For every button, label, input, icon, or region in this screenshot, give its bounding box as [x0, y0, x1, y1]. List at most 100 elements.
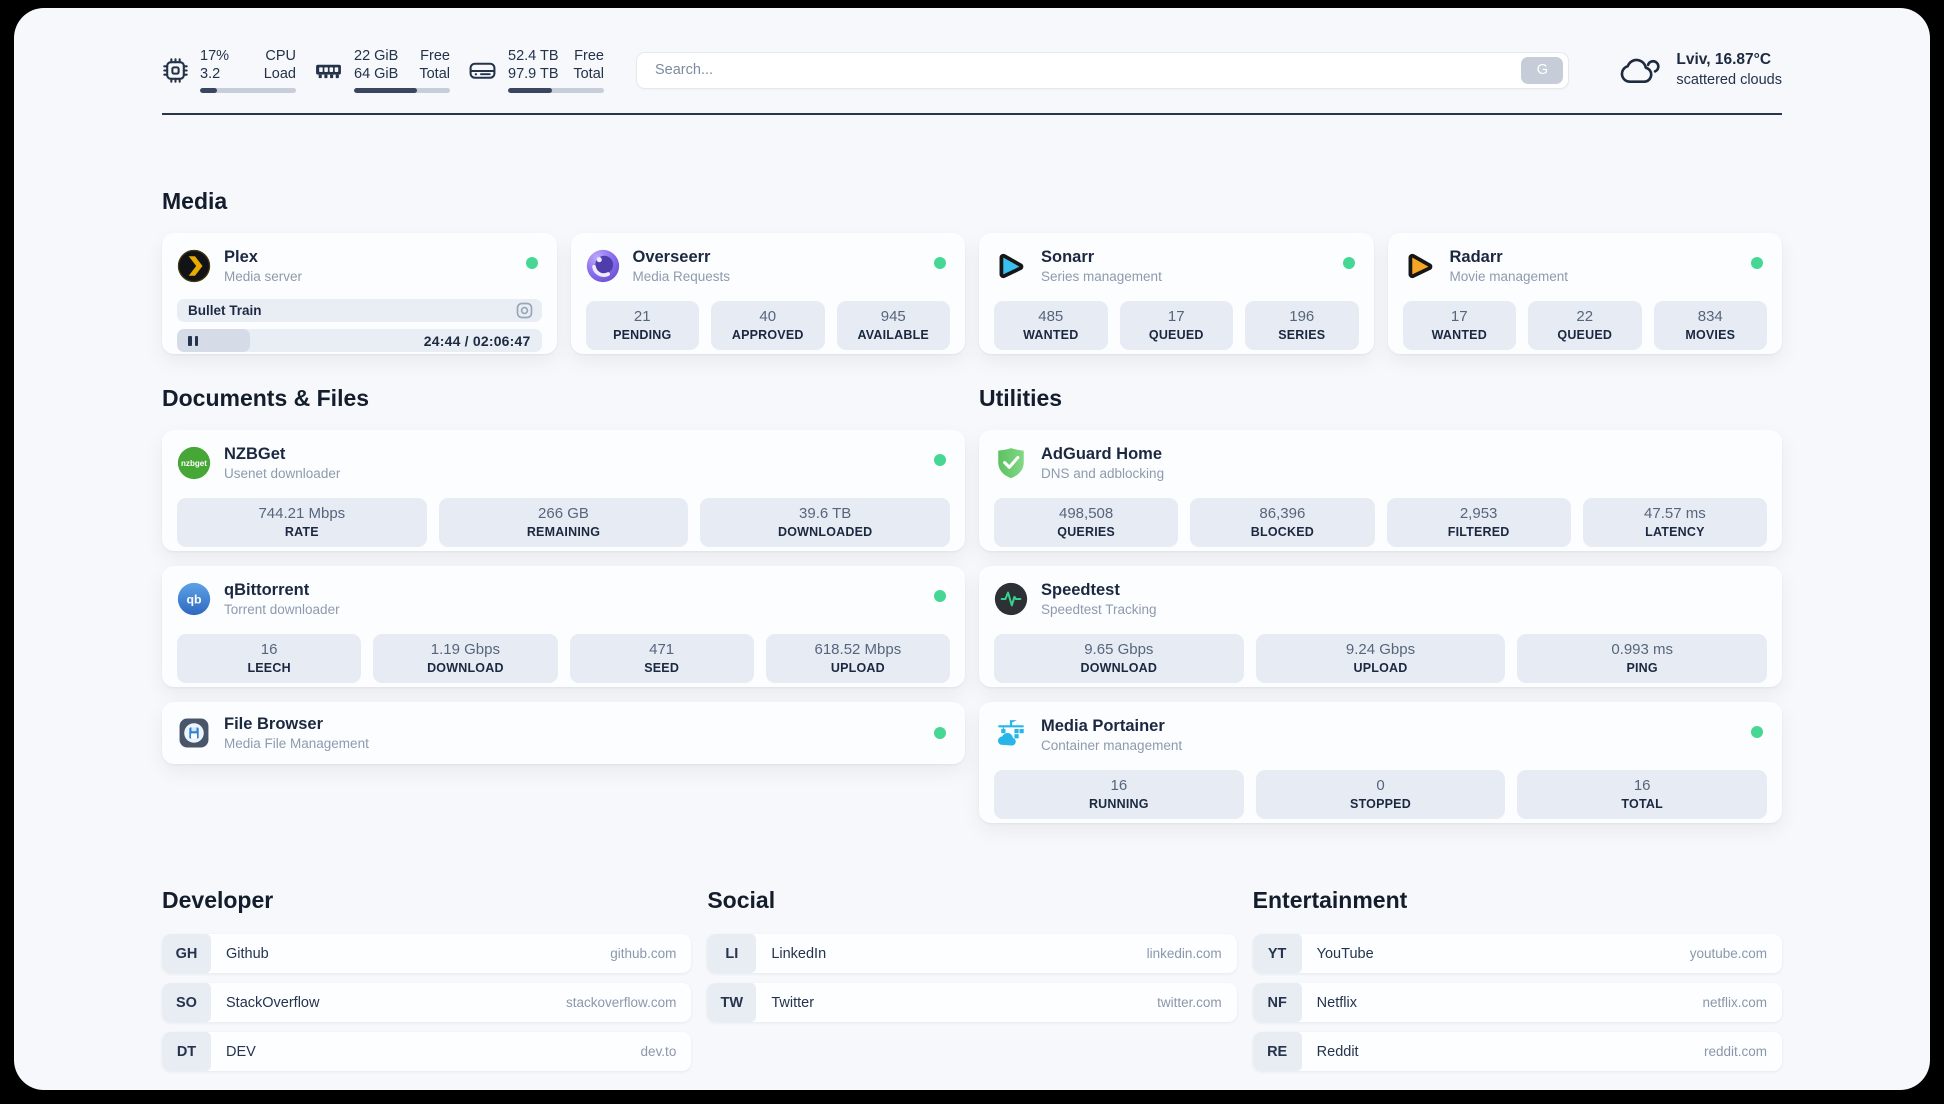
section-media: Media Plex Media server [162, 187, 1782, 354]
section-documents: Documents & Files nzbget NZBGet U [162, 384, 965, 764]
app-name: Speedtest [1041, 581, 1120, 599]
portainer-icon [994, 718, 1028, 752]
stat-label: QUEUED [1557, 328, 1613, 342]
cloud-icon [1618, 53, 1663, 88]
pause-icon [188, 335, 198, 346]
bookmark-netflix[interactable]: NF Netflix netflix.com [1252, 983, 1782, 1022]
stat-value: 17 [1167, 308, 1185, 325]
app-description: Media Requests [632, 269, 731, 284]
stat-rate: 744.21 Mbps RATE [177, 498, 427, 547]
bookmark-abbr: RE [1252, 1032, 1302, 1071]
stat-value: 21 [633, 308, 651, 325]
bookmark-reddit[interactable]: RE Reddit reddit.com [1252, 1032, 1782, 1071]
bookmark-name: YouTube [1316, 945, 1374, 962]
disk-progress-bar [508, 88, 604, 93]
app-description: Media server [224, 269, 303, 284]
stat-value: 618.52 Mbps [814, 641, 902, 658]
app-name: qBittorrent [224, 581, 310, 599]
app-card-portainer[interactable]: Media Portainer Container management 16 … [979, 702, 1782, 823]
app-card-radarr[interactable]: Radarr Movie management 17 WANTED 22 QUE… [1387, 233, 1782, 354]
now-playing-title: Bullet Train [188, 303, 262, 318]
svg-text:qb: qb [186, 593, 202, 607]
entertainment-bookmark-list: YT YouTube youtube.com NF Netflix netfli… [1252, 934, 1782, 1071]
stat-label: PENDING [613, 328, 672, 342]
app-name: Plex [224, 248, 258, 266]
stat-series: 196 SERIES [1245, 301, 1359, 350]
bookmark-abbr: SO [162, 983, 211, 1022]
stat-filtered: 2,953 FILTERED [1386, 498, 1571, 547]
bookmark-url: youtube.com [1689, 946, 1767, 961]
stat-available: 945 AVAILABLE [836, 301, 950, 350]
app-description: Media File Management [224, 736, 369, 751]
stat-label: UPLOAD [1353, 661, 1408, 675]
speedtest-icon [994, 582, 1028, 616]
disk-labels: Free Total [573, 48, 604, 82]
stat-value: 196 [1289, 308, 1315, 325]
bookmark-dev[interactable]: DT DEV dev.to [162, 1032, 692, 1071]
speedtest-card-text: Speedtest Speedtest Tracking [1041, 580, 1157, 618]
search-engine-button[interactable]: G [1521, 56, 1564, 84]
stat-label: SEED [644, 661, 680, 675]
stat-label: AVAILABLE [857, 328, 929, 342]
svg-text:nzbget: nzbget [181, 459, 207, 468]
weather-widget[interactable]: Lviv, 16.87°C scattered clouds [1618, 50, 1782, 90]
stat-value: 834 [1697, 308, 1723, 325]
weather-text: Lviv, 16.87°C scattered clouds [1676, 50, 1782, 90]
stat-upload: 618.52 Mbps UPLOAD [765, 634, 950, 683]
bookmark-youtube[interactable]: YT YouTube youtube.com [1252, 934, 1782, 973]
stat-value: 1.19 Gbps [430, 641, 500, 658]
bookmark-linkedin[interactable]: LI LinkedIn linkedin.com [707, 934, 1237, 973]
stat-value: 16 [260, 641, 278, 658]
app-card-nzbget[interactable]: nzbget NZBGet Usenet downloader 744.21 M… [162, 430, 965, 551]
stat-download: 9.65 Gbps DOWNLOAD [994, 634, 1244, 683]
app-card-overseerr[interactable]: Overseerr Media Requests 21 PENDING 40 A… [570, 233, 965, 354]
stat-wanted: 17 WANTED [1402, 301, 1516, 350]
status-dot [525, 257, 538, 269]
status-dot [934, 454, 946, 466]
playback-progress-fill [177, 329, 250, 352]
cpu-icon [162, 57, 189, 84]
bookmark-abbr: YT [1252, 934, 1302, 973]
nzbget-card-text: NZBGet Usenet downloader [224, 444, 340, 482]
stat-label: PING [1626, 661, 1658, 675]
filebrowser-card-text: File Browser Media File Management [224, 714, 369, 752]
sonarr-card-text: Sonarr Series management [1041, 247, 1162, 285]
app-card-qbittorrent[interactable]: qb qBittorrent Torrent downloader 16 LEE… [162, 566, 965, 687]
view-media-icon[interactable] [516, 302, 533, 319]
social-bookmark-list: LI LinkedIn linkedin.com TW Twitter twit… [707, 934, 1237, 1022]
search-input[interactable] [653, 61, 1522, 79]
section-title-social: Social [707, 887, 776, 913]
app-description: Container management [1041, 738, 1183, 753]
stat-label: RATE [284, 525, 319, 539]
stat-value: 47.57 ms [1644, 505, 1706, 522]
app-card-plex[interactable]: Plex Media server Bullet Train [162, 233, 557, 354]
stat-value: 471 [649, 641, 675, 658]
section-title-documents: Documents & Files [162, 385, 370, 411]
status-dot [934, 727, 946, 739]
filebrowser-icon [177, 716, 211, 750]
app-card-speedtest[interactable]: Speedtest Speedtest Tracking 9.65 Gbps D… [979, 566, 1782, 687]
section-title-utilities: Utilities [979, 385, 1063, 411]
app-description: Speedtest Tracking [1041, 602, 1157, 617]
stat-label: MOVIES [1685, 328, 1736, 342]
memory-values: 22 GiB 64 GiB [354, 48, 399, 82]
bookmark-name: Twitter [771, 994, 815, 1011]
bookmark-twitter[interactable]: TW Twitter twitter.com [707, 983, 1237, 1022]
app-card-filebrowser[interactable]: File Browser Media File Management [162, 702, 965, 764]
disk-widget-body: 52.4 TB 97.9 TB Free Total [508, 47, 604, 93]
stat-pending: 21 PENDING [585, 301, 699, 350]
status-dot [1751, 257, 1763, 269]
overseerr-stats: 21 PENDING 40 APPROVED 945 AVAILABLE [585, 301, 950, 350]
status-dot [1751, 726, 1763, 738]
app-description: Torrent downloader [224, 602, 340, 617]
stat-value: 17 [1450, 308, 1468, 325]
stat-queued: 22 QUEUED [1528, 301, 1642, 350]
stat-label: DOWNLOADED [777, 525, 873, 539]
app-card-adguard[interactable]: AdGuard Home DNS and adblocking 498,508 … [979, 430, 1782, 551]
memory-icon [314, 57, 343, 84]
bookmark-url: dev.to [640, 1044, 677, 1059]
stat-blocked: 86,396 BLOCKED [1190, 498, 1375, 547]
bookmark-stackoverflow[interactable]: SO StackOverflow stackoverflow.com [162, 983, 692, 1022]
app-card-sonarr[interactable]: Sonarr Series management 485 WANTED 17 Q… [979, 233, 1374, 354]
bookmark-github[interactable]: GH Github github.com [162, 934, 692, 973]
